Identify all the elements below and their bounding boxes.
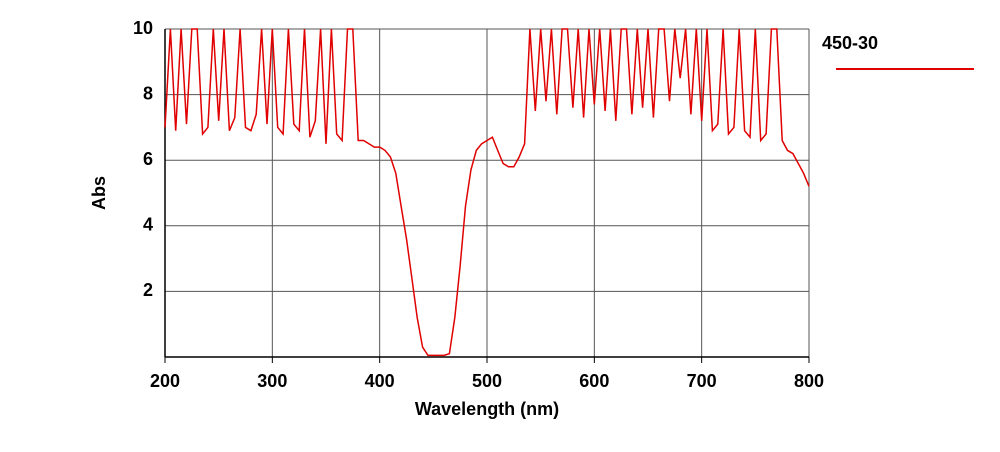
y-tick-label: 6 [143, 149, 153, 169]
x-tick-label: 300 [257, 371, 287, 391]
x-axis-label: Wavelength (nm) [415, 399, 559, 419]
y-tick-label: 4 [143, 215, 153, 235]
x-tick-label: 500 [472, 371, 502, 391]
x-tick-label: 400 [365, 371, 395, 391]
y-tick-label: 2 [143, 280, 153, 300]
data-line [164, 28, 810, 357]
y-axis-label: Abs [89, 176, 109, 210]
y-tick-label: 10 [133, 18, 153, 38]
legend-label: 450-30 [822, 33, 878, 53]
x-tick-label: 200 [150, 371, 180, 391]
x-tick-label: 600 [579, 371, 609, 391]
x-tick-label: 800 [794, 371, 824, 391]
y-tick-label: 8 [143, 83, 153, 103]
x-tick-label: 700 [687, 371, 717, 391]
